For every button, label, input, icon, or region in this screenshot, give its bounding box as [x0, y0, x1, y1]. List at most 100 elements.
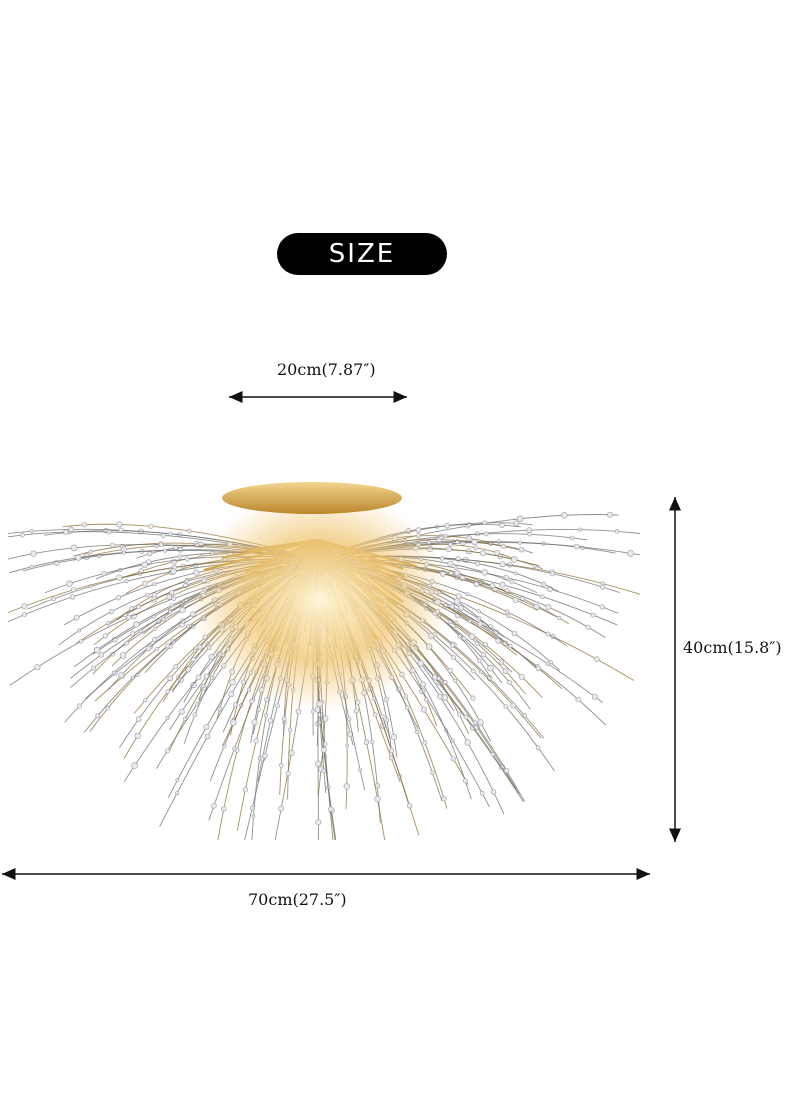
crystal-bead	[498, 659, 505, 665]
crystal-bead	[535, 665, 541, 671]
crystal-bead	[130, 631, 136, 637]
crystal-bead	[353, 708, 359, 714]
crystal-bead	[449, 642, 455, 648]
crystal-bead	[483, 531, 489, 537]
crystal-bead	[192, 712, 198, 718]
crystal-bead	[406, 803, 413, 809]
crystal-bead	[81, 522, 87, 528]
crystal-bead	[479, 790, 485, 796]
crystal-bead	[190, 681, 197, 689]
crystal-bead	[463, 714, 469, 720]
crystal-bead	[165, 643, 171, 649]
crystal-bead	[470, 668, 476, 674]
crystal-bead	[561, 512, 568, 519]
crystal-bead	[119, 652, 127, 659]
crystal-bead	[441, 694, 449, 701]
crystal-bead	[570, 535, 575, 541]
crystal-bead	[519, 674, 525, 680]
crystal-bead	[477, 658, 482, 663]
crystal-bead	[77, 703, 83, 709]
crystal-bead	[458, 604, 465, 611]
crystal-bead	[73, 614, 80, 621]
crystal-bead	[509, 579, 515, 585]
height-label: 40cm(15.8″)	[683, 638, 782, 657]
crystal-bead	[477, 621, 484, 627]
crystal-bead	[264, 713, 269, 718]
crystal-bead	[121, 550, 126, 555]
crystal-bead	[450, 654, 456, 660]
crystal-bead	[490, 789, 497, 795]
crystal-bead	[591, 693, 598, 700]
crystal-bead	[70, 587, 77, 593]
crystal-bead	[477, 616, 482, 621]
crystal-bead	[147, 551, 153, 557]
lamp-glow	[190, 490, 450, 710]
crystal-bead	[115, 594, 121, 601]
crystal-bead	[111, 670, 116, 675]
crystal-bead	[507, 680, 512, 685]
crystal-bead	[343, 783, 350, 790]
crystal-bead	[158, 542, 164, 548]
crystal-bead	[126, 614, 132, 621]
crystal-bead	[535, 745, 541, 751]
crystal-bead	[383, 696, 390, 703]
crystal-bead	[415, 729, 420, 734]
crystal-bead	[131, 762, 138, 770]
crystal-bead	[29, 528, 34, 534]
crystal-bead	[230, 719, 237, 726]
crystal-bead	[153, 626, 158, 631]
crystal-bead	[541, 581, 547, 587]
crystal-bead	[518, 541, 522, 545]
crystal-bead	[133, 621, 140, 628]
crystal-bead	[347, 731, 354, 737]
crystal-bead	[585, 624, 591, 630]
crystal-bead	[130, 675, 135, 680]
crystal-bead	[102, 633, 109, 639]
crystal-bead	[358, 767, 363, 772]
crystal-bead	[108, 608, 115, 615]
crystal-bead	[95, 713, 101, 719]
ceiling-canopy	[222, 482, 402, 514]
crystal-bead	[315, 760, 322, 767]
crystal-bead	[503, 640, 509, 646]
crystal-bead	[384, 717, 390, 723]
crystal-bead	[489, 583, 496, 589]
crystal-bead	[169, 589, 175, 595]
crystal-bead	[221, 806, 227, 812]
crystal-bead	[295, 708, 302, 715]
crystal-bead	[194, 702, 200, 707]
crystal-bead	[228, 691, 235, 698]
crystal-bead	[22, 612, 27, 618]
crystal-bead	[346, 716, 352, 722]
crystal-bead	[209, 675, 214, 680]
crystal-bead	[30, 550, 37, 557]
crystal-bead	[389, 747, 395, 754]
crystal-bead	[599, 604, 605, 610]
crystal-bead	[253, 738, 259, 744]
crystal-bead	[195, 674, 202, 681]
crystal-bead	[98, 652, 105, 658]
crystal-bead	[477, 719, 484, 726]
crystal-bead	[578, 527, 583, 532]
crystal-bead	[164, 748, 170, 754]
crystal-bead	[142, 580, 148, 587]
crystal-bead	[106, 621, 111, 626]
crystal-bead	[88, 549, 93, 554]
crystal-bead	[77, 628, 82, 633]
crystal-bead	[178, 708, 185, 715]
crystal-bead	[90, 665, 97, 671]
crystal-bead	[443, 533, 448, 539]
crystal-bead	[234, 747, 240, 753]
crystal-bead	[545, 631, 551, 637]
crystal-bead	[143, 698, 148, 703]
crystal-bead	[557, 615, 562, 621]
crystal-bead	[370, 739, 375, 745]
crystal-bead	[444, 522, 450, 529]
crystal-bead	[549, 571, 556, 577]
crystal-bead	[436, 676, 441, 681]
crystal-bead	[545, 603, 552, 610]
crystal-bead	[450, 756, 456, 762]
crystal-bead	[187, 528, 192, 534]
crystal-bead	[285, 770, 291, 777]
crystal-bead	[475, 561, 481, 567]
